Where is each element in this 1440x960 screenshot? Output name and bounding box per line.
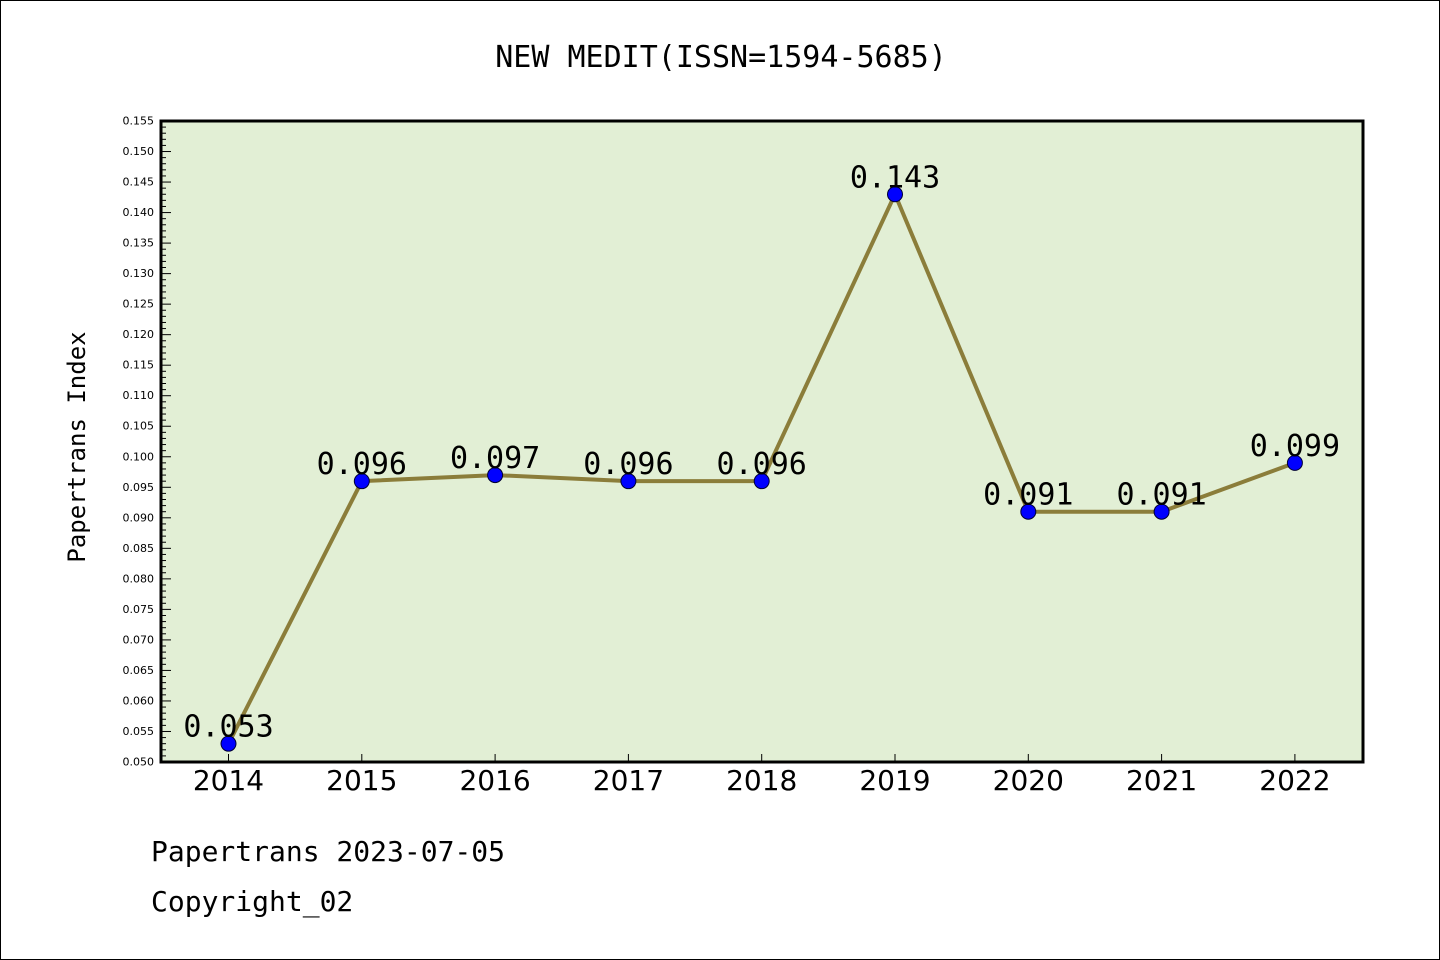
y-tick-label: 0.075 [123,603,155,616]
y-tick-label: 0.155 [123,115,155,128]
y-tick-label: 0.115 [123,359,155,372]
y-tick-label: 0.130 [123,267,155,280]
x-tick-label: 2021 [1126,764,1197,797]
y-tick-label: 0.080 [123,572,155,585]
data-point [620,473,637,490]
data-point [487,467,504,484]
data-label: 0.143 [850,160,940,195]
x-tick-label: 2014 [193,764,264,797]
chart-title: NEW MEDIT(ISSN=1594-5685) [495,40,947,75]
data-point [887,186,903,203]
data-label: 0.099 [1250,429,1340,464]
y-tick-label: 0.085 [123,542,155,555]
plot-area [161,121,1363,762]
footer-source: Papertrans 2023-07-05 [151,835,506,868]
data-label: 0.096 [583,447,673,482]
data-label: 0.091 [983,478,1073,513]
data-label: 0.097 [450,441,540,476]
data-point [1020,503,1037,520]
data-label: 0.053 [183,710,273,745]
series-layer: 0.053 0.096 0.097 0.096 0.096 0.143 0.091 0.091… [183,160,1340,752]
y-tick-label: 0.140 [123,206,155,219]
y-tick-label: 0.105 [123,420,155,433]
x-tick-label: 2016 [459,764,530,797]
y-tick-label: 0.135 [123,237,155,250]
data-label: 0.096 [717,447,807,482]
x-tick-label: 2022 [1259,764,1330,797]
x-tick-label: 2018 [726,764,797,797]
y-tick-label: 0.060 [123,694,155,707]
y-tick-label: 0.100 [123,450,155,463]
data-point [220,735,237,752]
y-tick-label: 0.055 [123,725,155,738]
data-point [353,473,370,490]
x-tick-label: 2020 [993,764,1064,797]
y-axis-label: Papertrans Index [63,331,91,562]
y-tick-label: 0.065 [123,664,155,677]
plot-frame [159,119,1365,764]
data-point [1153,503,1170,520]
x-axis: 2014 2015 2016 2017 2018 2019 2020 2021 2022 [193,754,1331,797]
y-tick-label: 0.095 [123,481,155,494]
data-point [753,473,770,490]
y-tick-label: 0.120 [123,328,155,341]
y-tick-label: 0.110 [123,389,155,402]
footer-copyright: Copyright_02 [151,885,354,918]
y-tick-label: 0.145 [123,176,155,189]
y-tick-label: 0.050 [123,756,155,769]
y-tick-label: 0.150 [123,145,155,158]
data-label: 0.096 [317,447,407,482]
x-tick-label: 2019 [859,764,930,797]
x-tick-label: 2015 [326,764,397,797]
y-tick-label: 0.125 [123,298,155,311]
data-point [1286,454,1303,471]
y-tick-label: 0.070 [123,633,155,646]
x-tick-label: 2017 [593,764,664,797]
data-label: 0.091 [1116,478,1206,513]
y-tick-label: 0.090 [123,511,155,524]
